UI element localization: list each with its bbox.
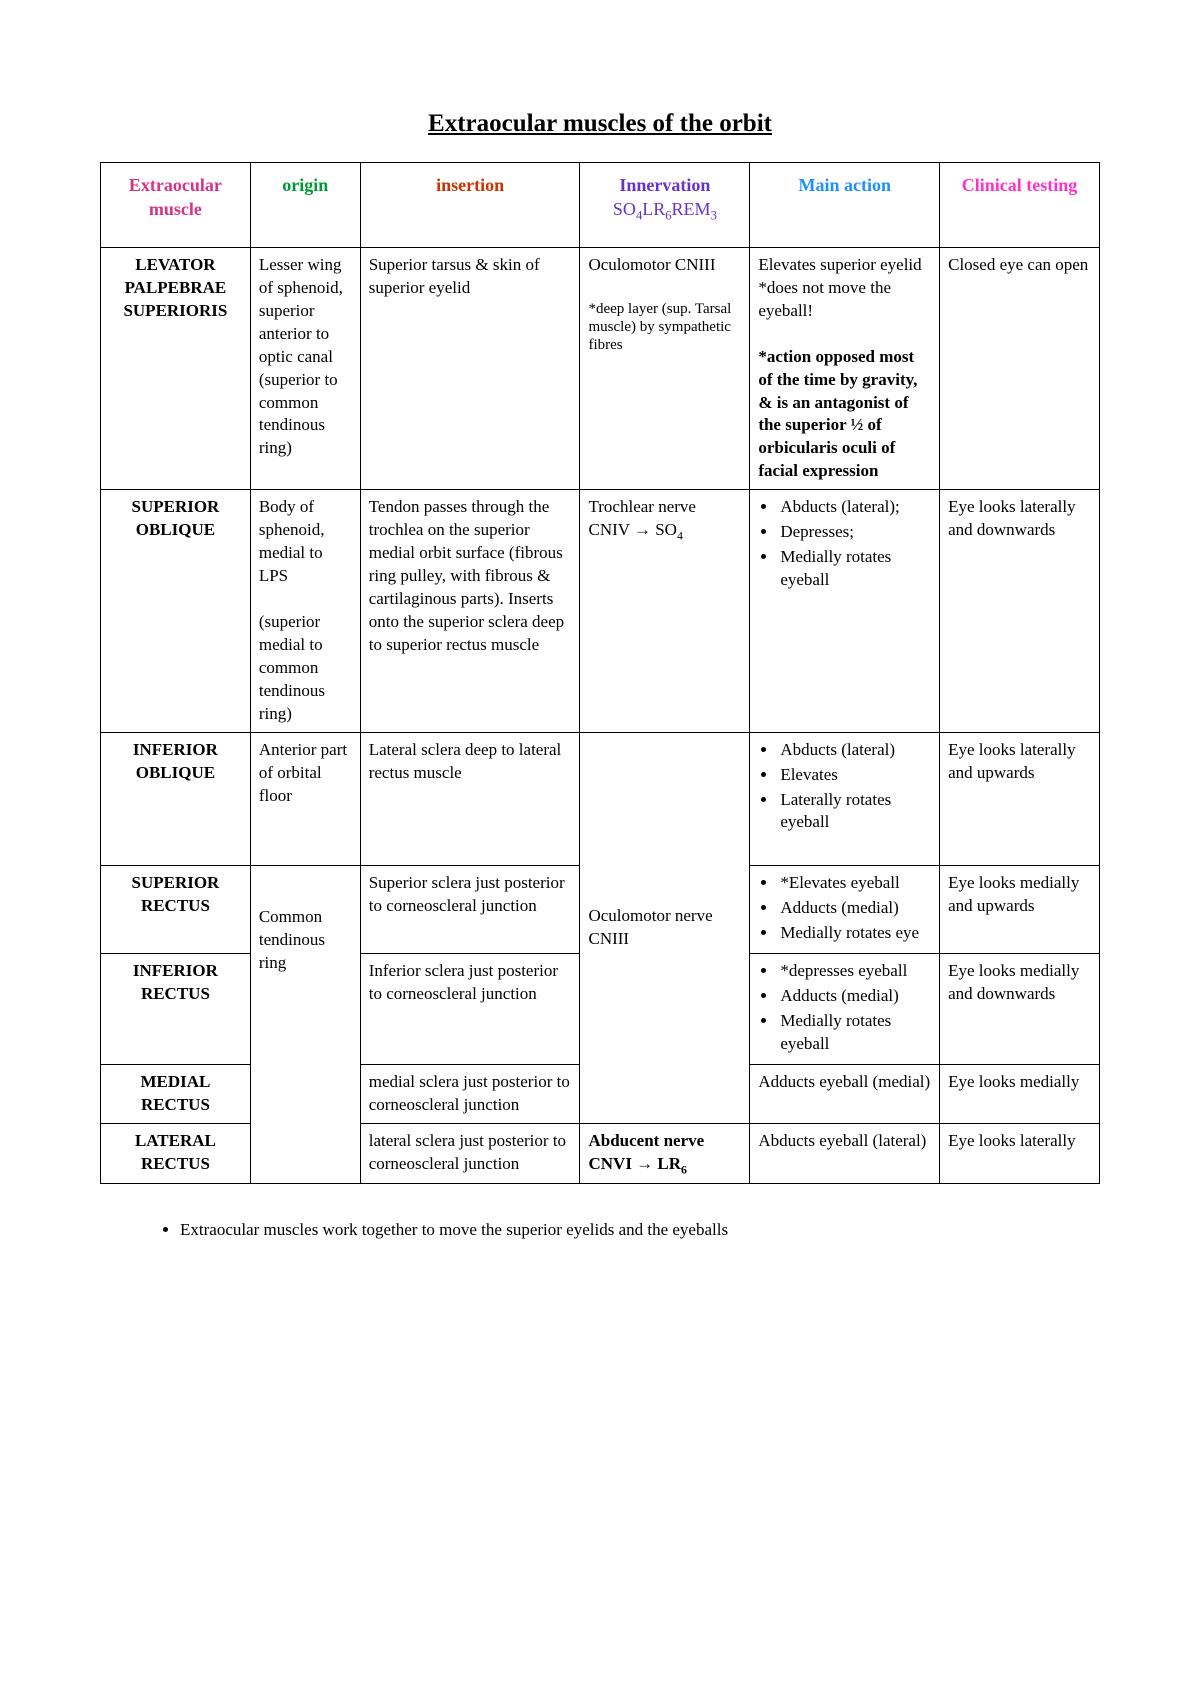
header-action: Main action — [750, 163, 940, 248]
list-item: Medially rotates eyeball — [778, 546, 931, 592]
muscle-name-cell: LATERAL RECTUS — [101, 1123, 251, 1183]
list-item: *depresses eyeball — [778, 960, 931, 983]
action-list: Abducts (lateral); Depresses; Medially r… — [758, 496, 931, 592]
innervation-cell: Abducent nerve CNVI → LR6 — [580, 1123, 750, 1183]
table-row: SUPERIOR OBLIQUE Body of sphenoid, media… — [101, 490, 1100, 732]
action-cell: Adducts eyeball (medial) — [750, 1064, 940, 1123]
action-cell: *Elevates eyeball Adducts (medial) Media… — [750, 866, 940, 954]
action-cell: Abducts eyeball (lateral) — [750, 1123, 940, 1183]
header-clinical: Clinical testing — [940, 163, 1100, 248]
header-innervation-text: Innervation — [619, 175, 710, 195]
insertion-cell: Superior sclera just posterior to corneo… — [360, 866, 580, 954]
muscle-name-cell: SUPERIOR OBLIQUE — [101, 490, 251, 732]
action-cell: Elevates superior eyelid *does not move … — [750, 247, 940, 489]
muscle-name-cell: INFERIOR OBLIQUE — [101, 732, 251, 866]
insertion-cell: Lateral sclera deep to lateral rectus mu… — [360, 732, 580, 866]
origin-cell: Body of sphenoid, medial to LPS (superio… — [250, 490, 360, 732]
table-header-row: Extraocular muscle origin insertion Inne… — [101, 163, 1100, 248]
header-muscle-text: Extraocular muscle — [129, 175, 222, 219]
footnote-list: Extraocular muscles work together to mov… — [100, 1220, 1100, 1240]
list-item: Laterally rotates eyeball — [778, 789, 931, 835]
action-cell: Abducts (lateral) Elevates Laterally rot… — [750, 732, 940, 866]
origin-cell: Anterior part of orbital floor — [250, 732, 360, 866]
origin-shared: Common tendinous ring — [259, 907, 325, 972]
innervation-cell: Trochlear nerve CNIV → SO4 — [580, 490, 750, 732]
action-bold: *action opposed most of the time by grav… — [758, 347, 917, 481]
muscle-name-cell: INFERIOR RECTUS — [101, 954, 251, 1065]
header-insertion-text: insertion — [436, 175, 504, 195]
footnote-item: Extraocular muscles work together to mov… — [180, 1220, 1100, 1240]
list-item: Adducts (medial) — [778, 897, 931, 920]
innervation-main: Oculomotor CNIII — [588, 255, 715, 274]
action-list: *Elevates eyeball Adducts (medial) Media… — [758, 872, 931, 945]
muscle-name-cell: MEDIAL RECTUS — [101, 1064, 251, 1123]
header-muscle: Extraocular muscle — [101, 163, 251, 248]
header-origin: origin — [250, 163, 360, 248]
clinical-cell: Eye looks medially — [940, 1064, 1100, 1123]
innervation-shared: Oculomotor nerve CNIII — [588, 906, 712, 948]
action-list: *depresses eyeball Adducts (medial) Medi… — [758, 960, 931, 1056]
list-item: Medially rotates eye — [778, 922, 931, 945]
clinical-cell: Closed eye can open — [940, 247, 1100, 489]
header-origin-text: origin — [282, 175, 328, 195]
header-innervation: Innervation SO4LR6REM3 — [580, 163, 750, 248]
insertion-cell: Superior tarsus & skin of superior eyeli… — [360, 247, 580, 489]
header-innervation-sub: SO4LR6REM3 — [613, 199, 717, 219]
innervation-cell: Oculomotor CNIII *deep layer (sup. Tarsa… — [580, 247, 750, 489]
action-plain: Elevates superior eyelid *does not move … — [758, 255, 921, 320]
insertion-cell: medial sclera just posterior to corneosc… — [360, 1064, 580, 1123]
innervation-cell-merged: Oculomotor nerve CNIII — [580, 732, 750, 1123]
insertion-cell: Tendon passes through the trochlea on th… — [360, 490, 580, 732]
list-item: Elevates — [778, 764, 931, 787]
action-cell: *depresses eyeball Adducts (medial) Medi… — [750, 954, 940, 1065]
extraocular-muscles-table: Extraocular muscle origin insertion Inne… — [100, 162, 1100, 1184]
page-title: Extraocular muscles of the orbit — [100, 110, 1100, 138]
list-item: Depresses; — [778, 521, 931, 544]
clinical-cell: Eye looks medially and downwards — [940, 954, 1100, 1065]
origin-cell-merged: Common tendinous ring — [250, 866, 360, 1184]
clinical-cell: Eye looks medially and upwards — [940, 866, 1100, 954]
action-cell: Abducts (lateral); Depresses; Medially r… — [750, 490, 940, 732]
table-row: LEVATOR PALPEBRAE SUPERIORIS Lesser wing… — [101, 247, 1100, 489]
header-action-text: Main action — [798, 175, 891, 195]
origin-cell: Lesser wing of sphenoid, superior anteri… — [250, 247, 360, 489]
list-item: Abducts (lateral); — [778, 496, 931, 519]
list-item: Medially rotates eyeball — [778, 1010, 931, 1056]
list-item: Adducts (medial) — [778, 985, 931, 1008]
clinical-cell: Eye looks laterally and downwards — [940, 490, 1100, 732]
header-insertion: insertion — [360, 163, 580, 248]
insertion-cell: Inferior sclera just posterior to corneo… — [360, 954, 580, 1065]
list-item: *Elevates eyeball — [778, 872, 931, 895]
muscle-name-cell: SUPERIOR RECTUS — [101, 866, 251, 954]
clinical-cell: Eye looks laterally — [940, 1123, 1100, 1183]
innervation-note: *deep layer (sup. Tarsal muscle) by symp… — [588, 300, 741, 354]
document-page: Extraocular muscles of the orbit Extraoc… — [0, 0, 1200, 1300]
insertion-cell: lateral sclera just posterior to corneos… — [360, 1123, 580, 1183]
header-clinical-text: Clinical testing — [962, 175, 1078, 195]
muscle-name-cell: LEVATOR PALPEBRAE SUPERIORIS — [101, 247, 251, 489]
clinical-cell: Eye looks laterally and upwards — [940, 732, 1100, 866]
action-list: Abducts (lateral) Elevates Laterally rot… — [758, 739, 931, 835]
list-item: Abducts (lateral) — [778, 739, 931, 762]
table-row: INFERIOR OBLIQUE Anterior part of orbita… — [101, 732, 1100, 866]
